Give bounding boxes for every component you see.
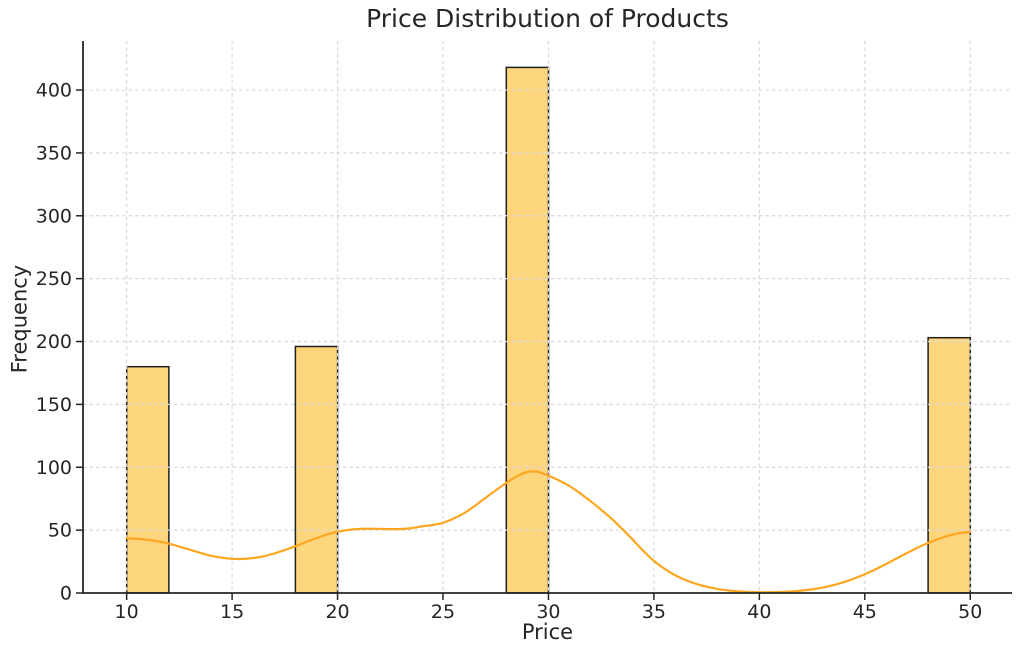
y-tick-label: 350 xyxy=(36,142,72,164)
x-tick-label: 30 xyxy=(536,601,560,623)
chart-title: Price Distribution of Products xyxy=(366,4,729,33)
x-tick-label: 40 xyxy=(747,601,771,623)
y-tick-label: 100 xyxy=(36,457,72,479)
axes-spines xyxy=(82,41,1012,594)
histogram-bars xyxy=(125,66,972,594)
kde-curve xyxy=(125,470,972,594)
x-axis-label: Price xyxy=(521,620,574,644)
x-tick-label: 25 xyxy=(431,601,455,623)
histogram-bar xyxy=(294,345,339,594)
x-tick-label: 50 xyxy=(958,601,982,623)
y-axis-label: Frequency xyxy=(7,264,32,374)
x-tick-label: 10 xyxy=(115,601,139,623)
x-tick-label: 20 xyxy=(325,601,349,623)
histogram-bar xyxy=(125,365,170,594)
y-tick-label: 0 xyxy=(60,583,72,605)
histogram-bar xyxy=(927,336,972,594)
grid-lines xyxy=(83,41,1012,593)
x-tick-label: 45 xyxy=(853,601,877,623)
y-tick-label: 150 xyxy=(36,394,72,416)
x-tick-label: 35 xyxy=(642,601,666,623)
y-tick-label: 400 xyxy=(36,80,72,102)
x-tick-label: 15 xyxy=(220,601,244,623)
axis-ticks: 10 15 20 25 30 35 40 45 50 0 50 100 150 200 250 300 350 4… xyxy=(36,80,983,623)
y-tick-label: 200 xyxy=(36,331,72,353)
y-tick-label: 50 xyxy=(48,520,72,542)
histogram-bar xyxy=(505,66,550,594)
y-tick-label: 250 xyxy=(36,268,72,290)
y-tick-label: 300 xyxy=(36,205,72,227)
